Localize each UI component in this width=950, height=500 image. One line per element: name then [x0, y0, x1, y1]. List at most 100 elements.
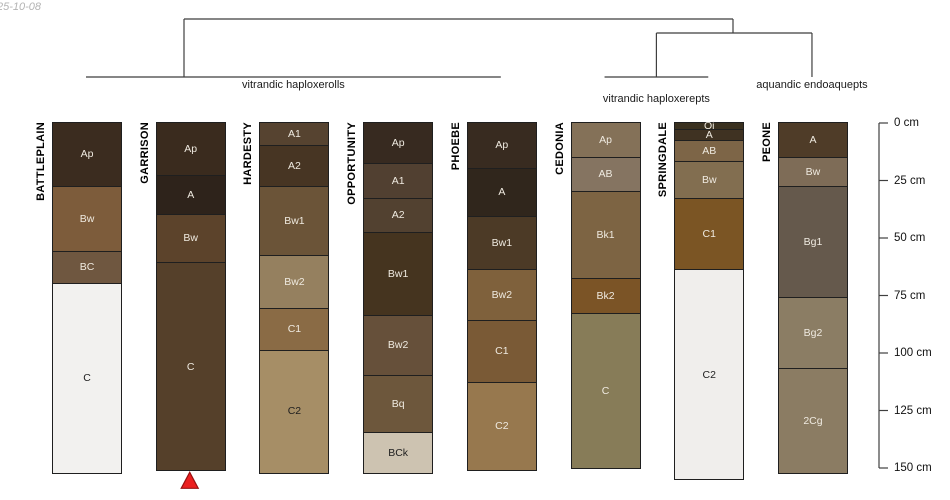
horizon-label: A — [187, 188, 195, 201]
horizon-label: A2 — [391, 209, 405, 222]
horizon-label: Bq — [391, 397, 405, 410]
horizon-label: Bw — [183, 232, 198, 245]
horizon-label: A — [809, 133, 817, 146]
horizon-label: C — [186, 360, 195, 373]
horizon-label: Bg1 — [803, 235, 823, 248]
profile-name-hardesty: HARDESTY — [242, 122, 255, 185]
depth-axis-label-75: 75 cm — [894, 289, 926, 302]
horizon-label: Bw2 — [387, 339, 409, 352]
horizon-phoebe-c1: C1 — [467, 320, 536, 383]
horizon-label: Bw1 — [387, 268, 409, 281]
horizon-garrison-bw: Bw — [156, 214, 225, 264]
horizon-garrison-c: C — [156, 263, 225, 471]
horizon-label: A — [498, 186, 506, 199]
horizon-label: Ap — [391, 136, 405, 149]
horizon-garrison-a: A — [156, 175, 225, 215]
horizon-label: C2 — [702, 368, 716, 381]
horizon-label: Bw — [79, 212, 95, 225]
profile-name-cedonia: CEDONIA — [553, 122, 566, 175]
horizon-opportunity-bck: BCk — [364, 433, 433, 473]
depth-axis-label-0: 0 cm — [894, 117, 919, 129]
horizon-peone-bg1: Bg1 — [778, 187, 847, 298]
horizon-hardesty-bw2: Bw2 — [260, 256, 329, 310]
depth-axis-label-150: 150 cm — [894, 462, 932, 474]
soil-profile-phoebe: Ap A Bw1 Bw2 C1 C2 — [466, 122, 537, 472]
horizon-hardesty-a2: A2 — [260, 146, 329, 188]
profile-name-phoebe: PHOEBE — [449, 122, 462, 171]
horizon-cedonia-bk2: Bk2 — [571, 279, 640, 314]
soil-profile-peone: A Bw Bg1 Bg2 2Cg — [777, 122, 848, 474]
horizon-label: C2 — [495, 420, 509, 433]
cluster-label-aquandic-endoaquepts: aquandic endoaquepts — [756, 79, 868, 91]
horizon-label: Bw — [805, 165, 821, 178]
horizon-label: Bk2 — [596, 289, 615, 302]
horizon-battleplain-ap: Ap — [53, 123, 121, 188]
horizon-label: C1 — [287, 323, 302, 336]
horizon-cedonia-ap: Ap — [571, 123, 640, 158]
horizon-label: Bk1 — [596, 228, 615, 241]
horizon-label: Ap — [599, 133, 612, 146]
profile-name-battleplain: BATTLEPLAIN — [35, 122, 47, 201]
horizon-label: Bw1 — [284, 215, 305, 228]
horizon-label: C2 — [287, 405, 302, 418]
cluster-label-vitrandic-haploxerolls: vitrandic haploxerolls — [242, 79, 345, 91]
horizon-phoebe-c2: C2 — [467, 382, 536, 471]
horizon-battleplain-bc: BC — [53, 251, 121, 284]
depth-axis-label-25: 25 cm — [894, 174, 926, 187]
horizon-label: Bw2 — [284, 276, 305, 289]
horizon-label: BCk — [388, 446, 409, 459]
horizon-cedonia-bk1: Bk1 — [571, 192, 640, 280]
horizon-springdale-c1: C1 — [675, 198, 744, 271]
horizon-label: 2Cg — [803, 414, 823, 427]
horizon-label: Bw — [701, 173, 717, 186]
horizon-garrison-ap: Ap — [156, 123, 225, 176]
horizon-cedonia-ab: AB — [571, 157, 640, 192]
horizon-label: AB — [702, 144, 717, 157]
horizon-peone-2cg: 2Cg — [778, 369, 847, 473]
profile-name-peone: PEONE — [760, 122, 773, 163]
soil-profile-battleplain: Ap Bw BC C — [52, 122, 122, 474]
horizon-label: Bg2 — [803, 326, 823, 339]
horizon-peone-a: A — [778, 123, 847, 158]
depth-axis-label-50: 50 cm — [894, 232, 926, 244]
horizon-label: AB — [598, 168, 613, 180]
soil-profile-hardesty: A1 A2 Bw1 Bw2 C1 C2 — [259, 122, 330, 474]
horizon-label: Bw1 — [491, 236, 513, 249]
horizon-label: C — [601, 384, 610, 397]
horizon-label: BC — [79, 261, 95, 274]
horizon-springdale-c2: C2 — [675, 270, 744, 480]
horizon-label: Ap — [80, 148, 94, 161]
horizon-label: A — [705, 128, 713, 141]
horizon-label: A1 — [287, 127, 301, 140]
horizon-label: C1 — [702, 227, 716, 240]
profile-name-opportunity: OPPORTUNITY — [346, 122, 359, 205]
horizon-phoebe-ap: Ap — [467, 123, 536, 169]
horizon-opportunity-bq: Bq — [364, 375, 433, 434]
horizon-label: A1 — [391, 174, 405, 187]
depth-axis-label-100: 100 cm — [894, 347, 932, 359]
soil-profile-springdale: Oi A AB Bw C1 C2 — [674, 121, 745, 481]
horizon-opportunity-a1: A1 — [364, 164, 433, 199]
horizon-phoebe-a: A — [467, 169, 536, 218]
horizon-phoebe-bw2: Bw2 — [467, 270, 536, 321]
horizon-label: C1 — [495, 345, 509, 358]
horizon-label: Ap — [184, 142, 198, 155]
cluster-label-vitrandic-haploxerepts: vitrandic haploxerepts — [602, 93, 710, 105]
horizon-springdale-a: A — [675, 128, 744, 142]
soil-profile-cedonia: Ap AB Bk1 Bk2 C — [570, 122, 641, 469]
depth-axis-label-125: 125 cm — [894, 404, 932, 417]
horizon-peone-bg2: Bg2 — [778, 297, 847, 370]
horizon-label: A2 — [287, 159, 301, 172]
profile-name-springdale: SPRINGDALE — [657, 122, 670, 198]
horizon-hardesty-bw1: Bw1 — [260, 187, 329, 257]
horizon-springdale-bw: Bw — [675, 162, 744, 199]
profile-name-garrison: GARRISON — [138, 122, 151, 184]
horizon-opportunity-bw2: Bw2 — [364, 316, 433, 376]
horizon-springdale-oi: Oi — [675, 121, 744, 131]
horizon-hardesty-c1: C1 — [260, 309, 329, 351]
date-annotation: 25-10-08 — [0, 1, 42, 13]
horizon-label: C — [83, 372, 91, 385]
horizon-opportunity-bw1: Bw1 — [364, 233, 433, 317]
